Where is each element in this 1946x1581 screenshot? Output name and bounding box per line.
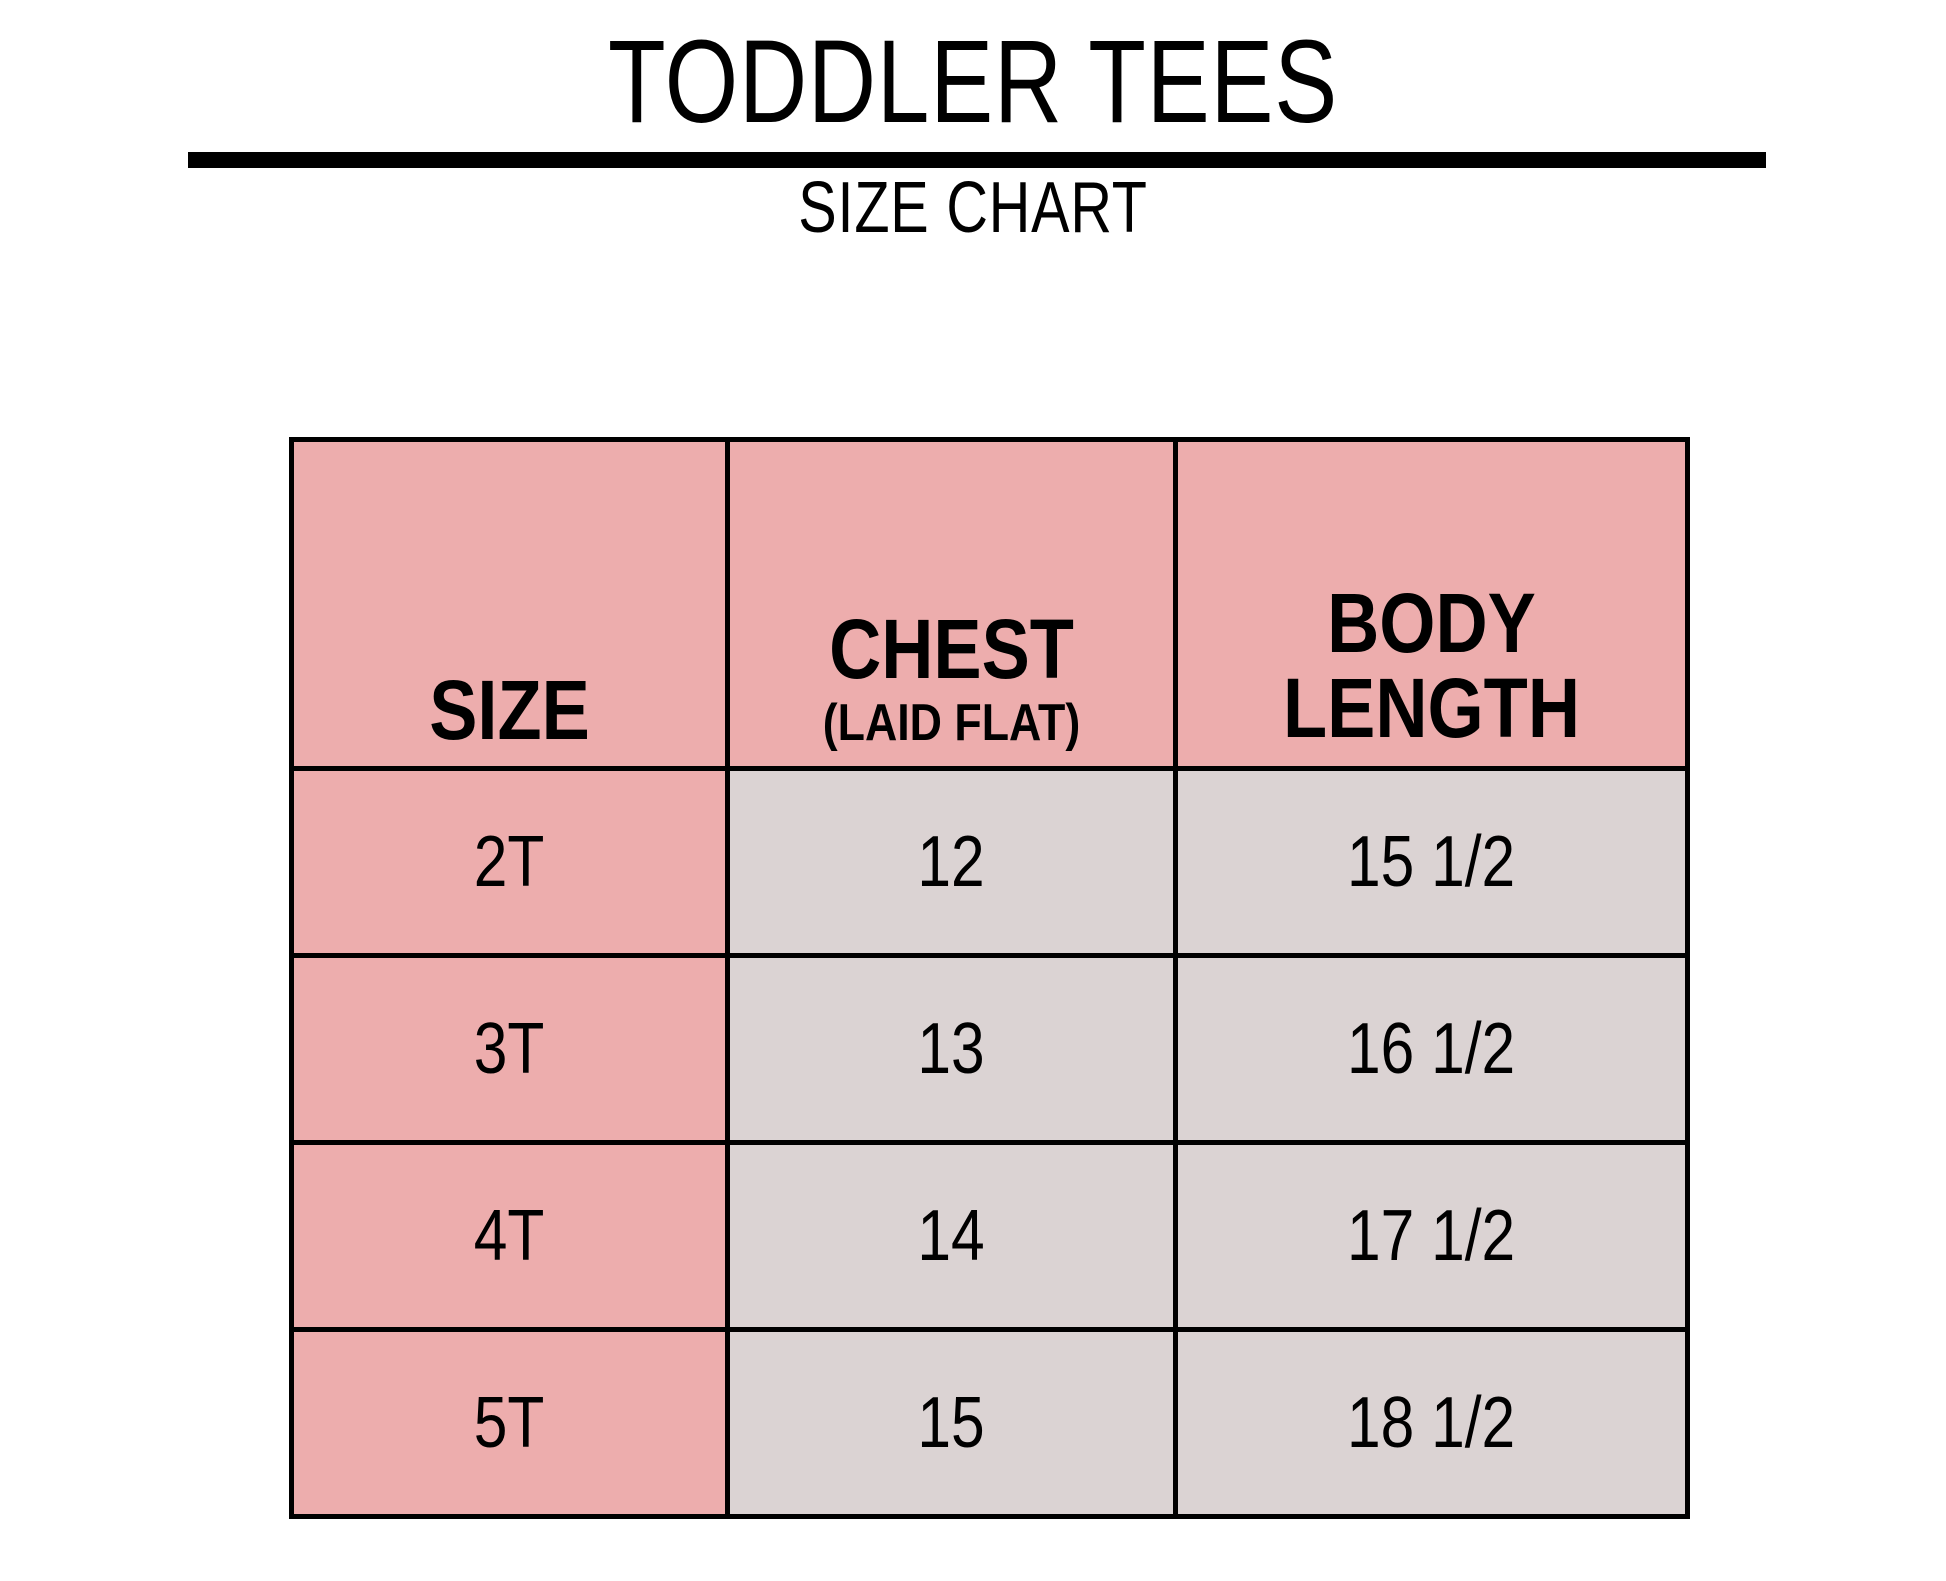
page-subtitle: SIZE CHART xyxy=(798,168,1148,249)
column-header-body-length: BODY LENGTH xyxy=(1173,437,1690,771)
cell-size: 5T xyxy=(289,1327,730,1519)
cell-body-length: 18 1/2 xyxy=(1173,1327,1690,1519)
column-header-size: SIZE xyxy=(289,437,730,771)
cell-chest-value: 12 xyxy=(917,822,986,902)
cell-chest: 12 xyxy=(725,766,1178,958)
cell-body-length: 16 1/2 xyxy=(1173,953,1690,1145)
cell-size-value: 4T xyxy=(474,1196,545,1276)
cell-body-length-value: 15 1/2 xyxy=(1347,822,1516,902)
cell-body-length: 15 1/2 xyxy=(1173,766,1690,958)
page-header: TODDLER TEES SIZE CHART xyxy=(0,0,1946,249)
cell-chest: 13 xyxy=(725,953,1178,1145)
cell-size: 2T xyxy=(289,766,730,958)
column-header-body-length-line2: LENGTH xyxy=(1283,661,1580,756)
size-chart-table-wrapper: SIZE CHEST (LAID FLAT) BODY LENGTH 2T xyxy=(289,437,1690,1519)
column-header-chest-sublabel: (LAID FLAT) xyxy=(822,693,1081,752)
cell-body-length-value: 18 1/2 xyxy=(1347,1383,1516,1463)
column-header-chest: CHEST (LAID FLAT) xyxy=(725,437,1178,771)
cell-size-value: 3T xyxy=(474,1009,545,1089)
cell-size-value: 5T xyxy=(474,1383,545,1463)
cell-chest-value: 13 xyxy=(917,1009,986,1089)
cell-size: 4T xyxy=(289,1140,730,1332)
cell-body-length-value: 16 1/2 xyxy=(1347,1009,1516,1089)
table-row: 4T 14 17 1/2 xyxy=(289,1140,1690,1332)
cell-chest: 14 xyxy=(725,1140,1178,1332)
cell-body-length-value: 17 1/2 xyxy=(1347,1196,1516,1276)
table-row: 3T 13 16 1/2 xyxy=(289,953,1690,1145)
column-header-size-label: SIZE xyxy=(429,663,590,757)
column-header-body-length-line1: BODY xyxy=(1327,575,1536,670)
cell-size: 3T xyxy=(289,953,730,1145)
cell-size-value: 2T xyxy=(474,822,545,902)
cell-chest-value: 14 xyxy=(917,1196,986,1276)
cell-body-length: 17 1/2 xyxy=(1173,1140,1690,1332)
title-divider xyxy=(188,152,1766,168)
cell-chest: 15 xyxy=(725,1327,1178,1519)
table-head: SIZE CHEST (LAID FLAT) BODY LENGTH xyxy=(289,437,1690,771)
table-header-row: SIZE CHEST (LAID FLAT) BODY LENGTH xyxy=(289,437,1690,771)
size-chart-table: SIZE CHEST (LAID FLAT) BODY LENGTH 2T xyxy=(289,437,1690,1519)
table-row: 5T 15 18 1/2 xyxy=(289,1327,1690,1519)
table-row: 2T 12 15 1/2 xyxy=(289,766,1690,958)
page-title: TODDLER TEES xyxy=(607,16,1339,148)
cell-chest-value: 15 xyxy=(917,1383,986,1463)
table-body: 2T 12 15 1/2 3T 13 xyxy=(289,766,1690,1519)
column-header-chest-label: CHEST xyxy=(829,601,1074,696)
